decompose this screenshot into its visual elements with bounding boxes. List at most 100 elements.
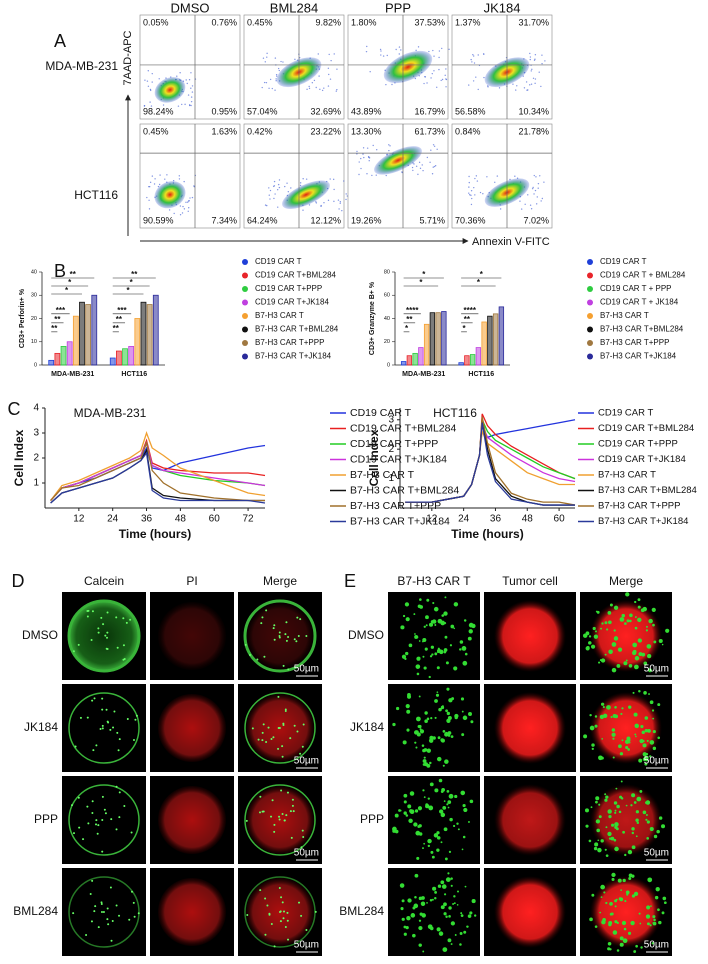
car-t-dot	[432, 736, 436, 740]
car-t-dot	[589, 725, 595, 731]
car-t-dot	[633, 950, 637, 953]
event-dot	[512, 83, 514, 85]
car-t-dot	[467, 820, 470, 823]
event-dot	[275, 73, 278, 76]
event-dot	[411, 166, 414, 169]
car-t-dot	[436, 691, 439, 694]
calcein-dot	[89, 892, 92, 895]
event-dot	[429, 161, 431, 163]
calcein-dot	[261, 616, 264, 619]
bar	[128, 345, 135, 366]
calcein-dot	[287, 636, 290, 639]
car-t-dot	[440, 841, 443, 844]
quadrant-percent: 90.59%	[143, 215, 174, 225]
car-t-dot	[407, 692, 411, 697]
car-t-dot	[430, 717, 433, 720]
calcein-dot	[278, 887, 281, 890]
quadrant-percent: 0.05%	[143, 17, 169, 27]
event-dot	[313, 79, 316, 82]
event-dot	[149, 101, 151, 103]
event-dot	[366, 45, 368, 48]
event-dot	[277, 206, 279, 208]
car-t-dot	[419, 728, 422, 731]
calcein-dot	[122, 658, 125, 661]
car-t-dot	[619, 795, 623, 799]
column-header: Calcein	[84, 574, 124, 588]
event-dot	[274, 193, 276, 195]
car-t-dot	[428, 622, 434, 627]
significance-label: *	[68, 278, 72, 287]
event-dot	[473, 62, 476, 64]
event-dot	[299, 184, 302, 187]
event-dot	[278, 186, 281, 189]
event-dot	[529, 56, 532, 58]
car-t-dot	[634, 600, 637, 604]
scale-bar-label: 50µm	[294, 848, 319, 859]
calcein-dot	[110, 939, 113, 942]
flow-plot	[347, 123, 449, 229]
event-dot	[470, 203, 473, 206]
legend-label: B7-H3 CAR T+JK184	[350, 515, 450, 527]
car-t-dot	[429, 926, 434, 931]
car-t-dot	[423, 756, 426, 759]
car-t-dot	[641, 730, 645, 735]
event-dot	[475, 175, 478, 177]
significance-label: ****	[406, 306, 419, 315]
car-t-dot	[464, 652, 468, 656]
car-t-dot	[639, 738, 644, 744]
car-t-dot	[445, 661, 449, 665]
x-tick-label: 36	[141, 514, 153, 525]
calcein-dot	[273, 624, 276, 627]
event-dot	[534, 78, 537, 80]
car-t-dot	[645, 813, 648, 816]
car-t-dot	[427, 844, 431, 848]
bar	[79, 301, 85, 366]
car-t-dot	[435, 693, 440, 697]
car-t-dot	[419, 598, 422, 601]
car-t-dot	[434, 624, 437, 626]
car-t-dot	[599, 659, 602, 662]
calcein-dot	[268, 912, 271, 915]
car-t-dot	[468, 629, 473, 634]
calcein-dot	[74, 745, 77, 748]
calcein-dot	[282, 723, 285, 726]
event-dot	[327, 85, 330, 87]
car-t-dot	[440, 705, 445, 710]
car-t-dot	[619, 752, 624, 756]
quadrant-percent: 21.78%	[518, 126, 549, 136]
car-t-dot	[585, 646, 590, 651]
car-t-dot	[635, 944, 638, 948]
event-dot	[327, 199, 330, 202]
car-t-dot	[646, 905, 651, 910]
car-t-dot	[422, 763, 426, 766]
event-dot	[538, 71, 540, 73]
car-t-dot	[439, 809, 444, 814]
column-header: Merge	[609, 574, 643, 588]
event-dot	[379, 48, 382, 51]
car-t-dot	[633, 891, 639, 897]
legend-marker	[587, 286, 593, 292]
event-dot	[400, 49, 402, 51]
event-dot	[337, 199, 340, 201]
car-t-dot	[642, 606, 647, 612]
quadrant-percent: 9.82%	[315, 17, 341, 27]
car-t-dot	[414, 633, 416, 635]
event-dot	[338, 208, 340, 210]
car-t-dot	[630, 920, 635, 926]
event-dot	[499, 208, 502, 210]
event-dot	[516, 85, 518, 87]
calcein-dot	[92, 749, 95, 752]
car-t-dot	[598, 803, 601, 806]
car-t-dot	[430, 645, 434, 649]
calcein-dot	[281, 755, 284, 758]
event-dot	[275, 80, 277, 82]
car-t-dot	[401, 917, 405, 921]
event-dot	[371, 174, 373, 177]
car-t-dot	[439, 649, 444, 655]
car-t-dot	[421, 896, 425, 900]
event-dot	[537, 182, 540, 185]
car-t-dot	[652, 915, 656, 919]
car-t-dot	[407, 898, 412, 903]
panel-label: E	[344, 571, 356, 591]
car-t-dot	[424, 711, 428, 715]
